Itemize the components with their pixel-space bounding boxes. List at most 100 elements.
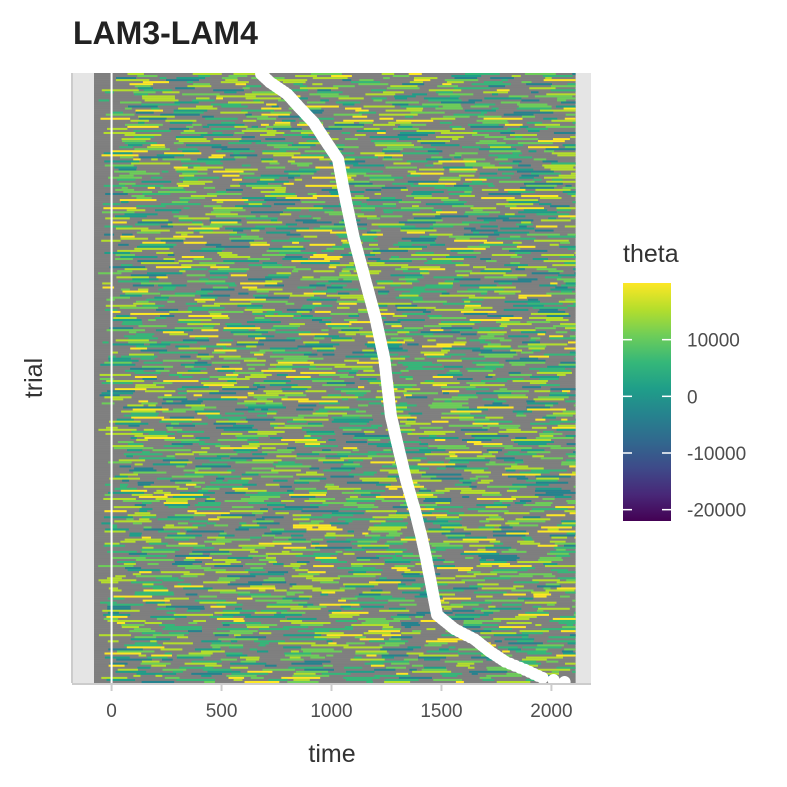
heatmap-cell: [449, 168, 478, 171]
heatmap-cell: [346, 678, 373, 682]
heatmap-cell: [549, 420, 576, 424]
heatmap-cell: [312, 83, 323, 86]
heatmap-cell: [451, 75, 482, 78]
heatmap-cell: [442, 390, 460, 393]
heatmap-cell: [117, 561, 136, 564]
heatmap-cell: [549, 243, 559, 247]
heatmap-cell: [121, 626, 139, 629]
heatmap-row: [94, 227, 576, 230]
heatmap-cell: [517, 561, 552, 564]
heatmap-row: [94, 544, 576, 548]
heatmap-row: [94, 251, 576, 255]
heatmap-cell: [183, 241, 207, 245]
heatmap-cell: [572, 201, 576, 204]
heatmap-cell: [274, 188, 286, 192]
heatmap-cell: [444, 400, 452, 403]
heatmap-cell: [511, 465, 529, 468]
heatmap-cell: [173, 111, 204, 114]
heatmap-cell: [306, 140, 325, 143]
heatmap-cell: [107, 550, 137, 554]
heatmap-cell: [217, 628, 249, 631]
heatmap-cell: [484, 268, 511, 271]
heatmap-cell: [177, 371, 208, 375]
heatmap-cell: [159, 77, 167, 80]
heatmap-cell: [156, 276, 168, 279]
heatmap-cell: [164, 676, 180, 680]
heatmap-cell: [531, 272, 560, 275]
heatmap-cell: [441, 327, 473, 330]
heatmap-cell: [509, 487, 520, 491]
heatmap-cell: [239, 522, 247, 525]
heatmap-cell: [547, 552, 569, 556]
heatmap-cell: [383, 148, 403, 151]
heatmap-row: [94, 532, 576, 535]
heatmap-cell: [187, 280, 226, 283]
heatmap-cell: [550, 447, 576, 450]
heatmap-cell: [482, 426, 490, 430]
heatmap-cell: [452, 205, 474, 208]
heatmap-cell: [152, 463, 187, 466]
heatmap-cell: [526, 83, 552, 86]
heatmap-cell: [471, 83, 511, 86]
heatmap-cell: [547, 365, 576, 369]
heatmap-cell: [556, 428, 576, 432]
heatmap-cell: [485, 518, 504, 521]
heatmap-cell: [244, 569, 266, 572]
heatmap-cell: [341, 131, 351, 135]
heatmap-cell: [533, 668, 571, 672]
heatmap-cell: [224, 91, 237, 94]
heatmap-cell: [323, 461, 354, 464]
heatmap-cell: [534, 390, 551, 393]
heatmap-cell: [533, 593, 552, 596]
heatmap-cell: [432, 402, 469, 405]
heatmap-cell: [564, 225, 576, 228]
heatmap-cell: [449, 154, 462, 157]
heatmap-cell: [400, 538, 419, 541]
heatmap-cell: [133, 158, 141, 161]
heatmap-cell: [454, 156, 461, 159]
heatmap-cell: [513, 304, 544, 308]
heatmap-cell: [479, 520, 490, 523]
heatmap-cell: [374, 674, 411, 678]
heatmap-row: [94, 304, 576, 308]
heatmap-cell: [109, 524, 117, 527]
heatmap-cell: [119, 485, 127, 489]
heatmap-cell: [212, 131, 223, 135]
heatmap-cell: [326, 540, 351, 543]
heatmap-cell: [108, 664, 125, 668]
heatmap-cell: [284, 652, 312, 655]
heatmap-cell: [337, 567, 376, 570]
heatmap-cell: [137, 87, 153, 90]
heatmap-row: [94, 408, 576, 411]
heatmap-cell: [496, 321, 521, 324]
heatmap-cell: [321, 329, 329, 332]
heatmap-cell: [557, 154, 576, 157]
heatmap-cell: [166, 611, 176, 615]
heatmap-row: [94, 241, 576, 245]
heatmap-cell: [156, 489, 163, 493]
heatmap-cell: [428, 528, 455, 531]
heatmap-cell: [510, 134, 537, 137]
heatmap-cell: [569, 335, 576, 338]
heatmap-cell: [304, 436, 322, 440]
heatmap-cell: [341, 182, 373, 186]
heatmap-cell: [134, 504, 146, 507]
heatmap-cell: [393, 617, 412, 621]
heatmap-cell: [321, 188, 338, 192]
heatmap-cell: [465, 367, 496, 371]
heatmap-cell: [533, 398, 565, 401]
heatmap-cell: [503, 593, 526, 596]
heatmap-cell: [457, 290, 488, 293]
heatmap-cell: [269, 355, 309, 358]
heatmap-cell: [346, 481, 379, 485]
heatmap-cell: [276, 365, 316, 369]
heatmap-row: [94, 491, 576, 495]
heatmap-cell: [194, 648, 221, 651]
heatmap-cell: [476, 217, 509, 220]
heatmap-row: [94, 571, 576, 574]
heatmap-cell: [463, 624, 499, 627]
heatmap-cell: [223, 329, 249, 332]
heatmap-cell: [171, 422, 179, 426]
heatmap-row: [94, 176, 576, 180]
heatmap-cell: [133, 471, 167, 474]
